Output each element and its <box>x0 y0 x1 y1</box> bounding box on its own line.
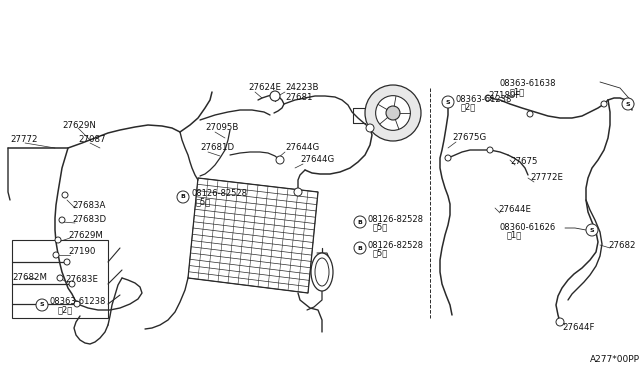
Circle shape <box>69 281 75 287</box>
Circle shape <box>442 96 454 108</box>
Circle shape <box>586 224 598 236</box>
Circle shape <box>376 96 410 130</box>
Text: 27683A: 27683A <box>72 201 106 209</box>
Text: S: S <box>626 102 630 106</box>
Circle shape <box>527 111 533 117</box>
Text: 27644G: 27644G <box>300 155 334 164</box>
Text: 27772E: 27772E <box>530 173 563 183</box>
Text: 27095B: 27095B <box>205 124 238 132</box>
Text: 27682M: 27682M <box>12 273 47 282</box>
Circle shape <box>354 216 366 228</box>
Text: 27190: 27190 <box>68 247 95 257</box>
Text: 27644E: 27644E <box>498 205 531 215</box>
Text: 27682: 27682 <box>608 241 636 250</box>
Text: 27629M: 27629M <box>68 231 103 240</box>
Text: 27772: 27772 <box>10 135 38 144</box>
Text: 08126-82528: 08126-82528 <box>368 241 424 250</box>
Text: 27644G: 27644G <box>285 144 319 153</box>
Text: 08360-61626: 08360-61626 <box>500 222 556 231</box>
Circle shape <box>485 95 491 101</box>
Circle shape <box>365 85 421 141</box>
Text: （1）: （1） <box>507 231 522 240</box>
Text: B: B <box>180 195 186 199</box>
Text: 27629N: 27629N <box>62 121 96 129</box>
Text: S: S <box>589 228 595 232</box>
Circle shape <box>55 237 61 243</box>
Circle shape <box>276 156 284 164</box>
Circle shape <box>57 275 63 281</box>
Text: 08126-82528: 08126-82528 <box>191 189 247 199</box>
Circle shape <box>270 91 280 101</box>
Text: 08126-82528: 08126-82528 <box>368 215 424 224</box>
Text: 27644F: 27644F <box>562 324 595 333</box>
Text: S: S <box>40 302 44 308</box>
Text: 08363-61238: 08363-61238 <box>456 94 513 103</box>
Circle shape <box>354 242 366 254</box>
Text: 27675G: 27675G <box>452 134 486 142</box>
Circle shape <box>487 147 493 153</box>
Text: 27087: 27087 <box>78 135 106 144</box>
Text: 27683E: 27683E <box>65 276 98 285</box>
Text: （5）: （5） <box>373 248 388 257</box>
Text: 27624E: 27624E <box>248 83 281 93</box>
Text: B: B <box>358 246 362 250</box>
Circle shape <box>366 124 374 132</box>
Polygon shape <box>188 178 318 293</box>
Circle shape <box>177 191 189 203</box>
Text: （5）: （5） <box>373 222 388 231</box>
Circle shape <box>53 252 59 258</box>
Circle shape <box>445 155 451 161</box>
Text: 27681D: 27681D <box>200 144 234 153</box>
Bar <box>12 240 108 318</box>
Circle shape <box>294 188 302 196</box>
Circle shape <box>622 98 634 110</box>
Text: S: S <box>445 99 451 105</box>
Text: B: B <box>358 219 362 224</box>
Text: A277*00PP: A277*00PP <box>590 356 640 365</box>
Ellipse shape <box>311 253 333 291</box>
Circle shape <box>64 259 70 265</box>
Text: 08363-61638: 08363-61638 <box>500 80 557 89</box>
Text: 27675: 27675 <box>510 157 538 167</box>
Text: 27189F: 27189F <box>488 92 520 100</box>
Text: 08363-61238: 08363-61238 <box>50 298 106 307</box>
Text: 27681: 27681 <box>285 93 312 102</box>
Circle shape <box>74 301 80 307</box>
Ellipse shape <box>315 258 329 286</box>
Text: （1）: （1） <box>510 87 525 96</box>
Circle shape <box>36 299 48 311</box>
Circle shape <box>62 192 68 198</box>
Text: （2）: （2） <box>461 103 476 112</box>
Circle shape <box>59 217 65 223</box>
Circle shape <box>601 101 607 107</box>
Circle shape <box>556 318 564 326</box>
Text: 27683D: 27683D <box>72 215 106 224</box>
Circle shape <box>386 106 400 120</box>
Text: （5）: （5） <box>196 198 211 206</box>
Text: 24223B: 24223B <box>285 83 319 93</box>
Text: 〈2〉: 〈2〉 <box>58 305 73 314</box>
